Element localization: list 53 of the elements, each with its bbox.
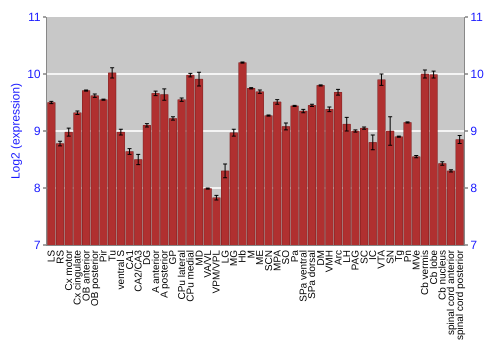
x-tick-label: CA2/CA3: [133, 250, 144, 292]
x-tick-label: Cx cingulate: [72, 250, 84, 306]
x-tick-label: CPu medial: [186, 250, 197, 302]
x-tick-label: SO: [281, 250, 292, 264]
x-tick-label: A posterior: [160, 249, 171, 298]
x-tick-label: spinal cord anterior: [446, 249, 458, 336]
x-tick-label: GP: [168, 250, 180, 264]
x-tick-label: LH: [342, 250, 353, 263]
x-tick-label: SPa dorsal: [307, 250, 318, 299]
x-tick-label: CA1: [124, 250, 136, 270]
x-tick-label: Pn: [402, 250, 414, 262]
x-tick-label: M: [246, 250, 258, 258]
x-tick-label: OB anterior: [81, 249, 92, 302]
x-tick-label: DG: [142, 250, 154, 265]
y2-tick-label: 7: [470, 238, 478, 252]
y-axis-title: Log2 (expression): [8, 82, 23, 180]
x-tick-label: Cb lobe: [428, 250, 440, 284]
x-tick-label: ME: [255, 250, 266, 265]
y-tick-label: 8: [34, 181, 41, 196]
x-tick-label: Pir: [98, 249, 110, 262]
y2-tick-label: 9: [470, 124, 478, 138]
x-tick-label: VTA: [376, 250, 388, 269]
y-tick-label: 9: [34, 124, 41, 138]
y-tick-label: 10: [27, 67, 41, 82]
x-tick-label: SC: [359, 250, 370, 264]
y2-tick-label: 10: [470, 67, 484, 82]
y2-tick-label: 8: [470, 181, 478, 196]
x-tick-label: SN: [385, 250, 396, 264]
x-tick-label: ventral S: [116, 250, 128, 290]
x-tick-label: Cx motor: [64, 249, 75, 291]
x-tick-label: MPA: [272, 250, 284, 271]
x-tick-label: Pa: [290, 250, 301, 262]
x-tick-label: Tu: [107, 250, 118, 262]
x-tick-label: spinal cord posterior: [454, 249, 466, 340]
x-tick-label: MVe: [411, 250, 422, 270]
x-tick-label: PAG: [350, 250, 362, 270]
x-tick-label: LS: [46, 250, 58, 262]
x-tick-label: LG: [220, 250, 232, 264]
x-tick-label: RS: [55, 250, 66, 264]
y-tick-label: 7: [34, 238, 41, 252]
x-tick-label: DM: [316, 250, 327, 266]
x-tick-label: Hb: [238, 250, 249, 263]
x-tick-label: VA/VL: [202, 250, 214, 278]
x-tick-label: VMH: [324, 250, 336, 272]
x-tick-label: Arc: [333, 250, 344, 265]
x-tick-label: OB posterior: [90, 249, 102, 306]
x-tick-label: SCN: [264, 250, 275, 272]
y2-tick-label: 11: [470, 10, 484, 24]
y-tick-label: 11: [28, 10, 41, 24]
x-tick-label: Tg: [394, 250, 406, 262]
x-tick-label: A anterior: [150, 249, 162, 293]
x-tick-label: VPM/VPL: [212, 250, 223, 294]
x-tick-label: CPu lateral: [176, 250, 188, 300]
